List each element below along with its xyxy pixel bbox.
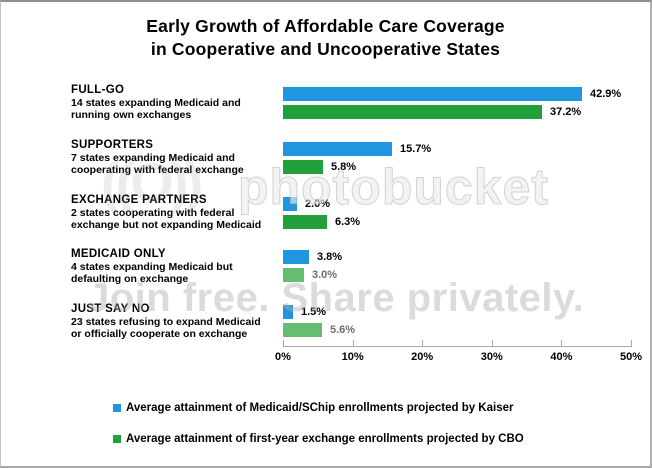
legend-label-kaiser: Average attainment of Medicaid/SChip enr… [126,402,514,414]
x-tick [631,340,632,347]
bar-row-cbo-supporters: 5.8% [283,160,356,174]
category-desc-line: exchange but not expanding Medicaid [71,219,262,231]
x-tick [283,340,284,347]
chart-title-line-1: Early Growth of Affordable Care Coverage [146,16,505,36]
category-name: JUST SAY NO [71,303,150,315]
bar-kaiser-just-say-no [283,305,293,319]
legend-item-kaiser: Average attainment of Medicaid/SChip enr… [113,402,513,414]
bar-row-cbo-exchange-partners: 6.3% [283,215,360,229]
bar-row-kaiser-exchange-partners: 2.0% [283,197,330,211]
x-tick-label: 30% [480,351,503,363]
category-label-just-say-no: JUST SAY NO 23 states refusing to expand… [71,303,286,340]
category-desc-line: 14 states expanding Medicaid and [71,97,241,109]
bar-cbo-exchange-partners [283,215,327,229]
bar-cbo-medicaid-only [283,268,304,282]
bar-kaiser-supporters [283,142,392,156]
chart-title-line-2: in Cooperative and Uncooperative States [150,39,501,59]
x-tick-label: 0% [275,351,291,363]
bar-row-cbo-just-say-no: 5.6% [283,323,355,337]
bar-row-kaiser-just-say-no: 1.5% [283,305,326,319]
value-label: 37.2% [550,106,582,118]
value-label: 1.5% [301,306,327,318]
x-tick [491,340,493,347]
category-desc-line: or officially cooperate on exchange [71,328,248,340]
bar-row-kaiser-full-go: 42.9% [283,87,621,101]
bar-kaiser-medicaid-only [283,250,309,264]
legend-swatch-kaiser [113,404,121,412]
bar-cbo-supporters [283,160,323,174]
legend-item-cbo: Average attainment of first-year exchang… [113,433,524,445]
value-label: 6.3% [335,216,361,228]
category-label-medicaid-only: MEDICAID ONLY 4 states expanding Medicai… [71,248,286,285]
value-label: 5.6% [330,324,356,336]
category-desc-line: 2 states cooperating with federal [71,207,235,219]
x-axis-line [283,346,632,347]
category-name: EXCHANGE PARTNERS [71,194,207,206]
bar-row-kaiser-supporters: 15.7% [283,142,431,156]
category-name: SUPPORTERS [71,139,154,151]
legend-label-cbo: Average attainment of first-year exchang… [126,433,524,445]
category-name: MEDICAID ONLY [71,248,166,260]
value-label: 2.0% [305,198,331,210]
value-label: 3.8% [317,251,343,263]
bar-row-kaiser-medicaid-only: 3.8% [283,250,342,264]
x-tick [561,340,563,347]
bar-cbo-just-say-no [283,323,322,337]
category-desc-line: defaulting on exchange [71,273,189,285]
category-desc-line: 23 states refusing to expand Medicaid [71,316,261,328]
category-label-supporters: SUPPORTERS 7 states expanding Medicaid a… [71,139,286,176]
category-desc-line: cooperating with federal exchange [71,164,244,176]
category-desc-line: running own exchanges [71,109,192,121]
category-desc-line: 7 states expanding Medicaid and [71,152,235,164]
legend-swatch-cbo [113,435,121,443]
bar-cbo-full-go [283,105,542,119]
value-label: 42.9% [590,88,622,100]
value-label: 3.0% [312,269,338,281]
bar-kaiser-exchange-partners [283,197,297,211]
category-desc-line: 4 states expanding Medicaid but [71,261,233,273]
bar-row-cbo-full-go: 37.2% [283,105,581,119]
value-label: 5.8% [331,161,357,173]
category-label-exchange-partners: EXCHANGE PARTNERS 2 states cooperating w… [71,194,286,231]
x-tick-label: 50% [619,351,643,363]
category-label-full-go: FULL-GO 14 states expanding Medicaid and… [71,84,286,121]
bar-kaiser-full-go [283,87,582,101]
x-tick-label: 20% [411,351,434,363]
x-tick [422,340,424,347]
bar-row-cbo-medicaid-only: 3.0% [283,268,337,282]
x-tick [352,340,354,347]
category-name: FULL-GO [71,84,125,96]
value-label: 15.7% [400,143,432,155]
x-tick-label: 10% [341,351,364,363]
x-tick-label: 40% [550,351,573,363]
